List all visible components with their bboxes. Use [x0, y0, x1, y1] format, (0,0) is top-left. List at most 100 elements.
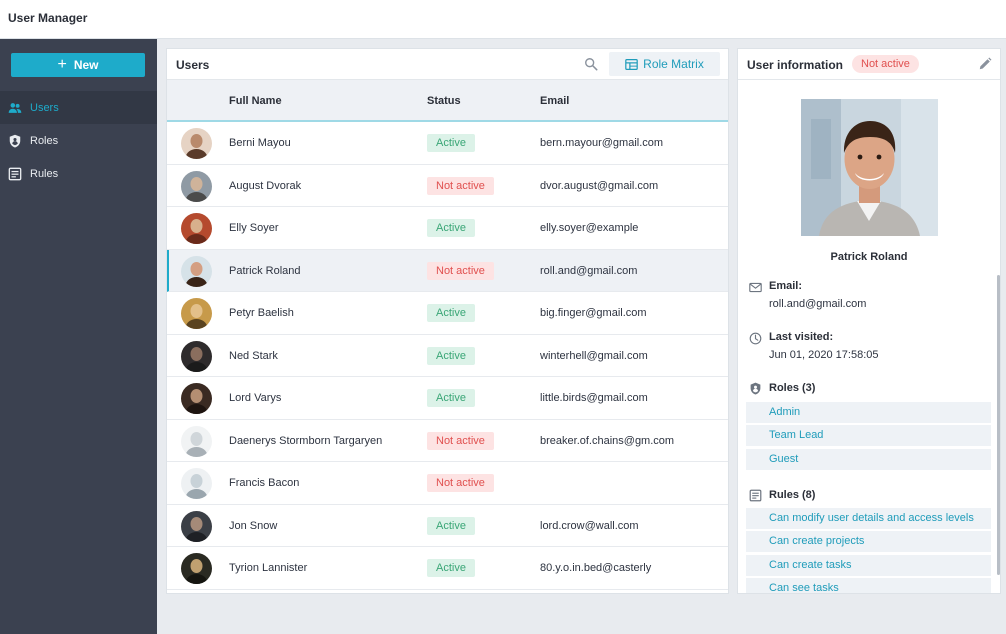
- role-item[interactable]: Admin: [746, 402, 991, 423]
- table-row[interactable]: Patrick Roland Not active roll.and@gmail.c…: [167, 249, 728, 292]
- status-badge: Active: [427, 559, 475, 577]
- user-photo: [801, 99, 938, 236]
- avatar: [181, 170, 212, 202]
- column-header-name[interactable]: Full Name: [229, 95, 282, 107]
- avatar-image: [181, 425, 212, 457]
- user-email: 80.y.o.in.bed@casterly: [540, 562, 652, 574]
- users-panel-header: Users Role Matrix: [167, 49, 728, 80]
- role-matrix-label: Role Matrix: [643, 57, 704, 71]
- status-badge: Active: [427, 219, 475, 237]
- rules-icon: [8, 167, 22, 180]
- status-badge: Not active: [852, 55, 919, 73]
- mail-icon: [749, 282, 762, 293]
- table-row[interactable]: Elly Soyer Active elly.soyer@example: [167, 207, 728, 250]
- avatar-image: [181, 340, 212, 372]
- avatar: [181, 213, 212, 244]
- table-row[interactable]: Petyr Baelish Active big.finger@gmail.com: [167, 292, 728, 335]
- column-header-status[interactable]: Status: [427, 95, 461, 107]
- rule-item[interactable]: Can create projects: [746, 531, 991, 552]
- avatar-image: [181, 213, 212, 244]
- table-row[interactable]: Ned Stark Active winterhell@gmail.com: [167, 335, 728, 377]
- avatar-image: [181, 298, 212, 329]
- user-email: dvor.august@gmail.com: [540, 179, 659, 192]
- user-full-name: Petyr Baelish: [229, 307, 294, 319]
- avatar-image: [181, 128, 212, 159]
- sidebar-item-users[interactable]: Users: [0, 91, 157, 124]
- table-row[interactable]: Berni Mayou Active bern.mayour@gmail.com: [167, 122, 728, 165]
- avatar: [181, 425, 212, 457]
- users-table-body: Berni Mayou Active bern.mayour@gmail.com Au…: [167, 122, 728, 590]
- user-email: winterhell@gmail.com: [540, 349, 648, 362]
- user-email: lord.crow@wall.com: [540, 519, 639, 532]
- rules-label: Rules (8): [769, 489, 816, 501]
- user-full-name: Berni Mayou: [229, 137, 291, 149]
- sidebar-item-rules[interactable]: Rules: [0, 157, 157, 190]
- user-full-name: Tyrion Lannister: [229, 562, 308, 574]
- status-badge: Not active: [427, 474, 494, 492]
- user-info-panel: User information Not active Patrick Rola…: [737, 48, 1001, 594]
- scrollbar[interactable]: [997, 275, 1000, 575]
- last-visited-value: Jun 01, 2020 17:58:05: [769, 349, 879, 361]
- user-full-name: Elly Soyer: [229, 222, 279, 234]
- column-header-email[interactable]: Email: [540, 95, 570, 107]
- status-badge: Active: [427, 304, 475, 322]
- shield-icon: [9, 134, 21, 147]
- rule-item[interactable]: Can see tasks: [746, 578, 991, 593]
- avatar-image: [181, 255, 212, 287]
- plus-icon: +: [57, 56, 67, 73]
- new-button[interactable]: + New: [11, 53, 145, 77]
- sidebar-item-label: Users: [30, 101, 59, 114]
- top-bar: User Manager: [0, 0, 1006, 39]
- user-full-name: Patrick Roland: [229, 264, 301, 277]
- status-badge: Not active: [427, 261, 494, 280]
- sidebar-item-label: Roles: [30, 134, 59, 147]
- user-email: roll.and@gmail.com: [540, 264, 638, 277]
- status-badge: Not active: [427, 176, 494, 195]
- table-row[interactable]: August Dvorak Not active dvor.august@gmail…: [167, 165, 728, 207]
- table-icon: [625, 58, 638, 70]
- status-badge: Active: [427, 134, 475, 152]
- user-full-name: Jon Snow: [229, 519, 278, 532]
- avatar: [181, 553, 212, 584]
- avatar-image: [181, 553, 212, 584]
- users-panel-title: Users: [176, 58, 210, 72]
- role-item[interactable]: Guest: [746, 449, 991, 470]
- sidebar: + New Users Roles Rules: [0, 39, 157, 634]
- pencil-icon[interactable]: [978, 57, 992, 71]
- rule-item[interactable]: Can modify user details and access level…: [746, 508, 991, 529]
- user-email: breaker.of.chains@gm.com: [540, 434, 675, 447]
- user-email: elly.soyer@example: [540, 222, 639, 234]
- user-full-name: August Dvorak: [229, 179, 302, 192]
- user-full-name: Ned Stark: [229, 349, 278, 362]
- table-row[interactable]: Francis Bacon Not active: [167, 462, 728, 505]
- rule-item[interactable]: Can create tasks: [746, 555, 991, 576]
- sidebar-item-label: Rules: [30, 167, 59, 180]
- sidebar-item-roles[interactable]: Roles: [0, 124, 157, 157]
- table-row[interactable]: Tyrion Lannister Active 80.y.o.in.bed@cast…: [167, 547, 728, 590]
- app-title: User Manager: [8, 11, 88, 25]
- user-name: Patrick Roland: [830, 251, 908, 263]
- status-badge: Active: [427, 346, 475, 365]
- email-value: roll.and@gmail.com: [769, 298, 867, 310]
- avatar-image: [181, 510, 212, 542]
- role-item[interactable]: Team Lead: [746, 425, 991, 446]
- role-matrix-button[interactable]: Role Matrix: [609, 52, 720, 76]
- last-visited-label: Last visited:: [769, 331, 834, 343]
- avatar: [181, 255, 212, 287]
- user-info-header: User information Not active: [738, 49, 1000, 80]
- table-row[interactable]: Lord Varys Active little.birds@gmail.com: [167, 377, 728, 420]
- roles-label: Roles (3): [769, 382, 816, 394]
- table-row[interactable]: Daenerys Stormborn Targaryen Not active br…: [167, 420, 728, 462]
- avatar-image: [181, 468, 212, 499]
- user-email: big.finger@gmail.com: [540, 307, 647, 319]
- avatar-image: [181, 383, 212, 414]
- sidebar-nav: Users Roles Rules: [0, 91, 157, 190]
- new-button-label: New: [73, 58, 99, 72]
- table-row[interactable]: Jon Snow Active lord.crow@wall.com: [167, 505, 728, 547]
- users-panel: Users Role Matrix Full Name Status Email…: [166, 48, 729, 594]
- search-icon[interactable]: [584, 57, 598, 71]
- avatar: [181, 510, 212, 542]
- user-full-name: Francis Bacon: [229, 477, 300, 489]
- avatar: [181, 468, 212, 499]
- user-portrait-image: [801, 99, 938, 236]
